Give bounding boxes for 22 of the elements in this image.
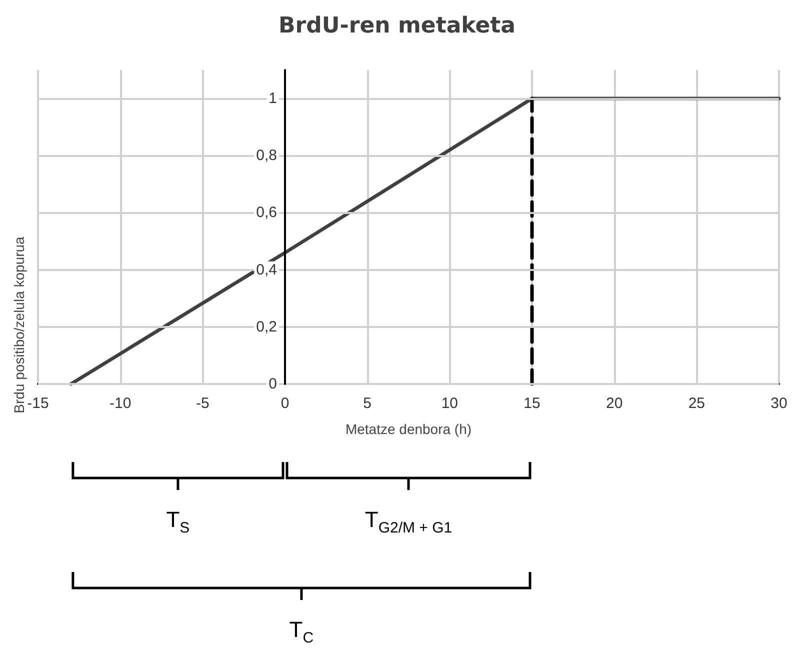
x-tick-label: 5: [363, 395, 372, 412]
x-tick-label: -5: [196, 395, 210, 412]
text: T$_{G2/M + G1}$: [364, 507, 452, 536]
x-tick-label: 20: [606, 395, 623, 412]
x-axis-title: Metatze denbora (h): [345, 421, 472, 437]
y-axis-title: Brdu positibo/zelula kopurua: [11, 236, 27, 414]
y-tick-label: 0,8: [256, 147, 277, 164]
x-tick-label: -10: [109, 395, 132, 412]
x-tick-label: 10: [441, 395, 458, 412]
x-tick-label: 25: [688, 395, 706, 412]
y-tick-label: 0,4: [256, 261, 277, 278]
x-tick-label: 15: [524, 395, 540, 412]
y-tick-label: 1: [268, 90, 277, 108]
y-tick-label: 0,2: [256, 318, 277, 336]
text: T$_{S}$: [166, 507, 190, 536]
chart-title: BrdU-ren metaketa: [278, 14, 516, 38]
x-tick-label: 30: [770, 395, 788, 412]
x-tick-label: 0: [280, 395, 290, 412]
y-tick-label: 0,6: [256, 204, 277, 222]
text: T$_{C}$: [289, 617, 314, 646]
y-tick-label: 0: [268, 376, 277, 392]
x-tick-label: -15: [27, 395, 49, 412]
